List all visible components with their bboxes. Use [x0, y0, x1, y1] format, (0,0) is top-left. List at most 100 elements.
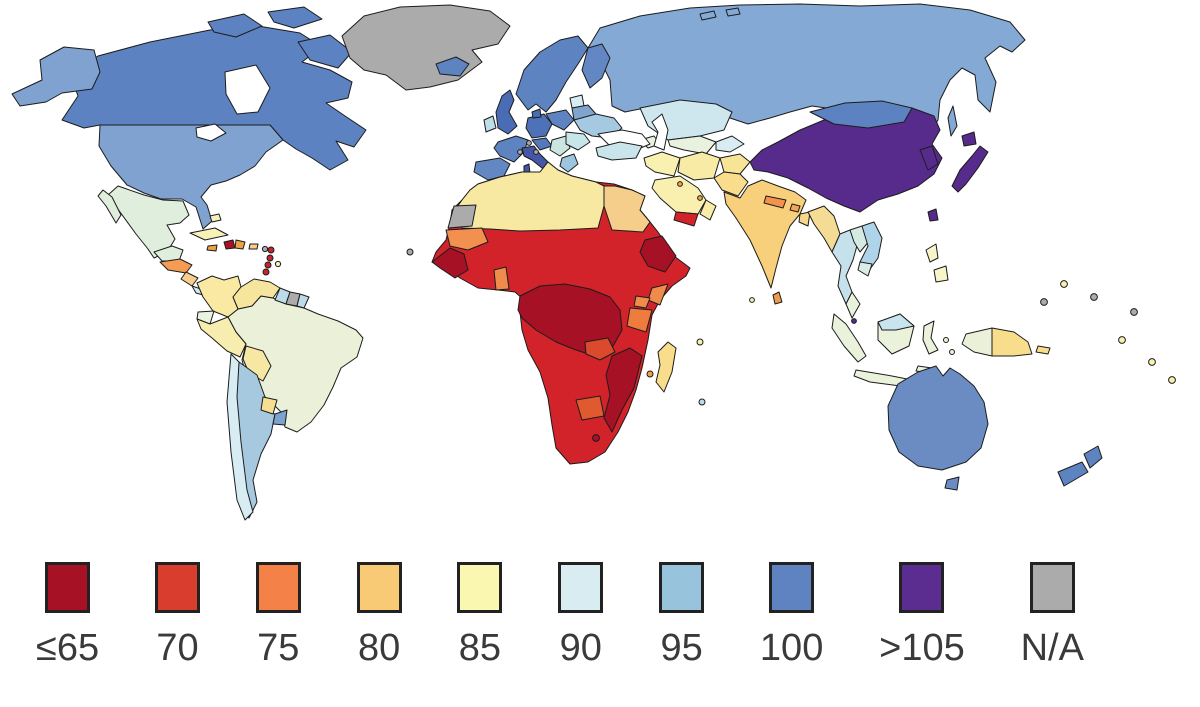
region-pacific-gray	[1040, 298, 1048, 306]
map-legend: ≤65 70 75 80 85 90 95 100 >105 N/A	[0, 562, 1200, 670]
region-uk	[495, 89, 518, 135]
region-cuba	[189, 227, 229, 241]
legend-swatch	[457, 562, 503, 613]
region-canada	[267, 6, 323, 29]
region-usa	[11, 46, 101, 107]
region-romania-bulgaria	[565, 131, 591, 151]
legend-swatch	[899, 562, 945, 613]
region-new-zealand	[1057, 461, 1089, 487]
region-greenland	[341, 4, 511, 91]
world-map	[11, 3, 1176, 521]
region-ireland	[483, 115, 497, 133]
region-russia	[725, 7, 741, 17]
region-pacific-yellow	[1118, 336, 1126, 344]
region-thailand	[831, 229, 859, 305]
region-madagascar	[655, 341, 677, 393]
region-chile	[226, 353, 254, 521]
region-comoros	[646, 370, 654, 378]
region-singapore	[851, 318, 857, 324]
region-scandinavia	[515, 35, 589, 113]
region-kyrgyzstan-tajikistan	[715, 135, 745, 153]
lake-great-lakes	[195, 123, 227, 142]
region-tasmania	[944, 476, 960, 491]
region-korea	[919, 145, 939, 171]
region-borneo-malaysia	[877, 313, 915, 331]
region-indonesia	[831, 313, 867, 363]
region-australia	[887, 365, 989, 471]
region-mauritania	[445, 227, 489, 251]
region-russia	[699, 10, 717, 21]
region-china	[749, 105, 943, 213]
region-haiti	[223, 239, 236, 250]
legend-item: ≤65	[36, 562, 99, 670]
legend-swatch	[154, 562, 200, 613]
region-cape-verde	[406, 248, 414, 256]
lake-caspian-sea	[651, 113, 669, 151]
region-bhutan	[789, 203, 801, 213]
region-png-east	[991, 327, 1033, 357]
region-paraguay	[260, 396, 278, 415]
region-mexico	[97, 189, 122, 224]
region-usa	[98, 124, 284, 230]
region-gulf-states	[697, 195, 703, 201]
region-pakistan	[713, 171, 749, 197]
region-botswana	[575, 395, 605, 421]
legend-label: 75	[257, 627, 300, 669]
region-egypt	[603, 185, 651, 233]
legend-item: 75	[255, 562, 301, 670]
region-canada	[61, 25, 367, 171]
legend-swatch	[558, 562, 604, 613]
region-taiwan	[927, 208, 939, 222]
region-yemen	[673, 211, 699, 227]
region-nicaragua	[180, 271, 199, 287]
region-nepal	[763, 195, 787, 209]
region-pacific-yellow	[1168, 376, 1176, 384]
region-ghana	[493, 266, 510, 291]
region-zambia	[584, 337, 616, 361]
region-guatemala-honduras	[159, 258, 193, 274]
region-europe-microstates	[526, 140, 532, 146]
legend-label: 95	[660, 627, 703, 669]
region-philippines	[925, 243, 939, 263]
legend-label: 100	[759, 627, 824, 669]
legend-swatch	[45, 562, 91, 613]
region-uganda	[633, 295, 651, 309]
region-iceland	[435, 56, 470, 77]
region-indonesia	[949, 349, 955, 355]
legend-swatch	[255, 562, 301, 613]
region-uruguay	[272, 409, 288, 426]
region-lesotho	[592, 434, 600, 442]
region-seychelles	[696, 338, 704, 346]
region-oman	[699, 199, 717, 221]
region-germany	[525, 113, 553, 139]
legend-label: 70	[156, 627, 199, 669]
region-europe-microstates	[533, 149, 539, 155]
region-pacific-yellow	[1148, 358, 1156, 366]
region-lesser-antilles	[264, 261, 272, 269]
region-uzbekistan-turkmenistan	[667, 135, 717, 155]
legend-item: 100	[760, 562, 823, 670]
region-ethiopia	[639, 235, 677, 273]
legend-item: 80	[356, 562, 402, 670]
region-levant-iraq	[643, 151, 681, 177]
region-bahamas	[209, 213, 222, 223]
region-antilles-yellow	[274, 260, 282, 268]
region-philippines	[933, 265, 949, 283]
legend-item: 85	[457, 562, 503, 670]
region-peru	[196, 316, 247, 358]
region-russia	[947, 105, 958, 137]
region-new-zealand	[1083, 445, 1103, 469]
region-denmark	[531, 108, 542, 119]
region-gulf-states	[677, 181, 683, 187]
region-greece	[559, 153, 579, 173]
region-maldives	[749, 297, 755, 303]
region-bangladesh	[798, 211, 811, 227]
region-dominican-republic	[234, 239, 246, 250]
region-lesser-antilles	[262, 268, 270, 276]
region-afghanistan	[719, 153, 751, 175]
legend-label: >105	[879, 627, 965, 669]
legend-swatch	[769, 562, 815, 613]
region-sri-lanka	[772, 291, 783, 305]
legend-label: ≤65	[36, 627, 100, 669]
region-senegal-guinea	[431, 247, 469, 279]
